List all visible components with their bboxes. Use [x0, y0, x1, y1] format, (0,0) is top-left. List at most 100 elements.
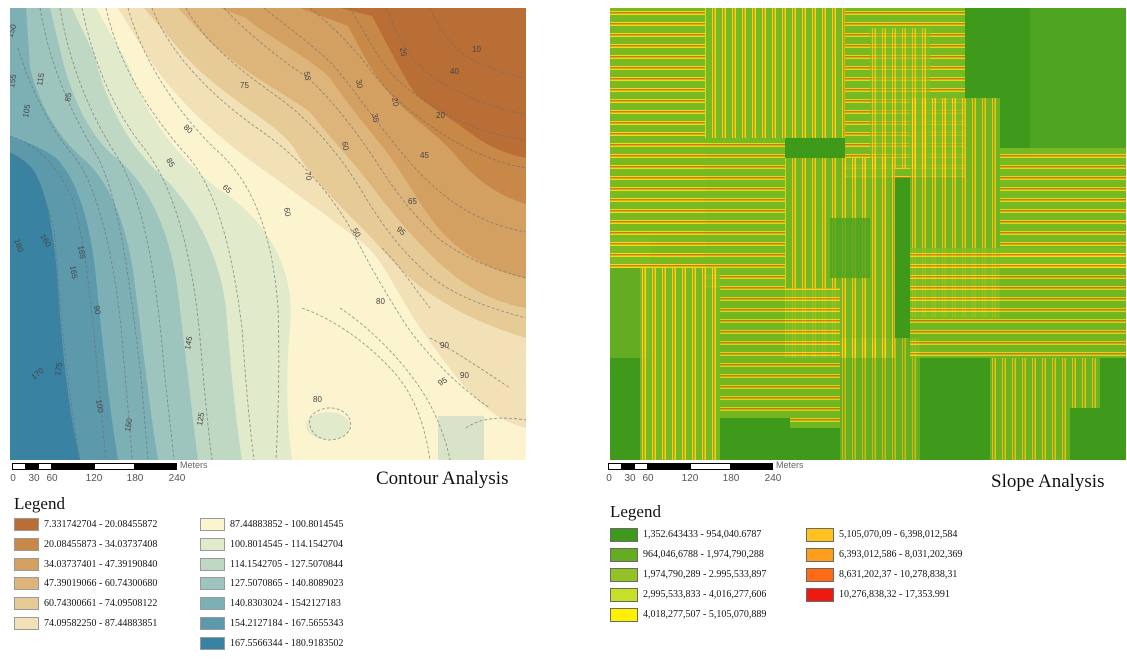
legend-swatch — [200, 518, 225, 531]
legend-label: 47.39019066 - 60.74300680 — [44, 578, 158, 590]
legend-swatch — [200, 537, 225, 551]
terrace-zone — [910, 248, 1126, 358]
legend-swatch — [14, 537, 39, 551]
legend-label: 87.44883852 - 100.8014545 — [230, 519, 344, 530]
legend-swatch — [806, 528, 834, 542]
flat-area — [720, 418, 790, 460]
scale-tick: 180 — [126, 473, 144, 484]
contour-label: 145 — [183, 335, 194, 350]
terrace-zone — [610, 8, 705, 268]
flat-area — [830, 218, 870, 278]
legend-label: 5,105,070,09 - 6,398,012,584 — [839, 529, 958, 540]
terrace-zone — [640, 268, 720, 460]
contour-label: 180 — [12, 238, 25, 254]
contour-label: 45 — [420, 151, 429, 160]
scale-bar-graphic — [608, 463, 773, 470]
scale-tick: 180 — [722, 473, 740, 484]
contour-scale-bar: Meters 0 30 60 120 180 240 — [10, 460, 222, 491]
legend-swatch — [610, 588, 638, 602]
contour-label: 125 — [195, 411, 206, 426]
contour-label: 155 — [10, 73, 18, 88]
slope-legend-title: Legend — [610, 502, 661, 521]
legend-swatch — [14, 616, 39, 630]
scale-segment — [38, 463, 52, 470]
contour-label: 175 — [53, 361, 64, 376]
scale-tick: 120 — [85, 473, 103, 484]
legend-swatch — [200, 636, 225, 650]
legend-label: 140.8303024 - 1542127183 — [230, 598, 341, 610]
contour-label: 165 — [68, 265, 79, 280]
contour-lines — [10, 8, 526, 460]
valley-patch — [306, 412, 350, 440]
scale-segment — [52, 463, 94, 470]
legend-label: 20.08455873 - 34.03737408 — [44, 538, 158, 550]
valley-patch — [438, 416, 484, 460]
legend-swatch — [610, 568, 638, 582]
scale-tick: 30 — [28, 473, 40, 484]
legend-label: 2,995,533,833 - 4,016,277,606 — [643, 589, 767, 600]
scale-tick: 120 — [681, 473, 699, 484]
scale-tick: 0 — [606, 473, 612, 484]
legend-label: 4,018,277,507 - 5,105,070,889 — [643, 609, 767, 620]
legend-swatch — [14, 577, 39, 591]
contour-legend-title: Legend — [14, 494, 65, 513]
flat-area — [930, 388, 990, 460]
contour-label: 150 — [10, 23, 19, 39]
scale-tick: 240 — [168, 473, 186, 484]
terrace-zone — [720, 288, 840, 428]
legend-label: 1,352.643433 - 954,040.6787 — [643, 529, 762, 540]
contour-label: 90 — [460, 371, 469, 380]
legend-swatch — [610, 528, 638, 542]
slope-analysis-title: Slope Analysis — [991, 471, 1105, 492]
legend-swatch — [200, 577, 225, 591]
contour-label: 20 — [390, 97, 401, 108]
legend-label: 60.74300661 - 74.09508122 — [44, 598, 158, 610]
contour-label: 75 — [240, 81, 249, 90]
legend-swatch — [200, 616, 225, 630]
legend-swatch — [610, 548, 638, 562]
contour-label: 80 — [376, 297, 385, 306]
legend-swatch — [610, 608, 638, 622]
legend-swatch — [14, 518, 39, 531]
contour-label: 25 — [398, 47, 409, 58]
legend-label: 10,276,838,32 - 17,353.991 — [839, 589, 950, 600]
scale-bar-graphic — [12, 463, 177, 470]
scale-segment — [731, 463, 773, 470]
legend-swatch — [806, 568, 834, 582]
contour-label: 65 — [408, 197, 417, 206]
legend-label: 7.331742704 - 20.08455872 — [44, 519, 158, 530]
contour-label: 55 — [302, 71, 313, 82]
contour-label: 85 — [63, 91, 74, 102]
scale-tick: 60 — [46, 473, 58, 484]
legend-swatch — [14, 557, 39, 571]
scale-segment — [634, 463, 648, 470]
contour-label: 60 — [282, 207, 293, 218]
contour-analysis-title: Contour Analysis — [376, 468, 509, 489]
scale-segment — [622, 463, 634, 470]
contour-label: 10 — [472, 45, 481, 54]
scale-segment — [648, 463, 690, 470]
contour-label: 105 — [21, 103, 32, 118]
terrace-zone — [705, 8, 845, 138]
slope-scale-bar: Meters 0 30 60 120 180 240 — [606, 460, 818, 491]
slope-map — [610, 8, 1126, 460]
legend-label: 74.09582250 - 87.44883851 — [44, 617, 158, 629]
flat-area — [1070, 408, 1126, 460]
scale-unit: Meters — [776, 460, 804, 470]
scale-segment — [26, 463, 38, 470]
legend-swatch — [806, 588, 834, 602]
scale-segment — [608, 463, 622, 470]
flat-area — [1030, 8, 1126, 158]
scale-tick: 240 — [764, 473, 782, 484]
contour-label: 40 — [450, 67, 459, 76]
legend-label: 167.5566344 - 180.9183502 — [230, 637, 344, 649]
legend-label: 114.1542705 - 127.5070844 — [230, 558, 343, 570]
contour-label: 80 — [313, 395, 322, 404]
scale-segment — [94, 463, 135, 470]
elevation-band-01 — [340, 8, 526, 158]
terrace-zone — [840, 338, 920, 460]
contour-label: 30 — [354, 79, 365, 90]
legend-label: 127.5070865 - 140.8089023 — [230, 578, 344, 590]
legend-label: 964,046,6788 - 1,974,790,288 — [643, 549, 764, 560]
scale-tick: 30 — [624, 473, 636, 484]
